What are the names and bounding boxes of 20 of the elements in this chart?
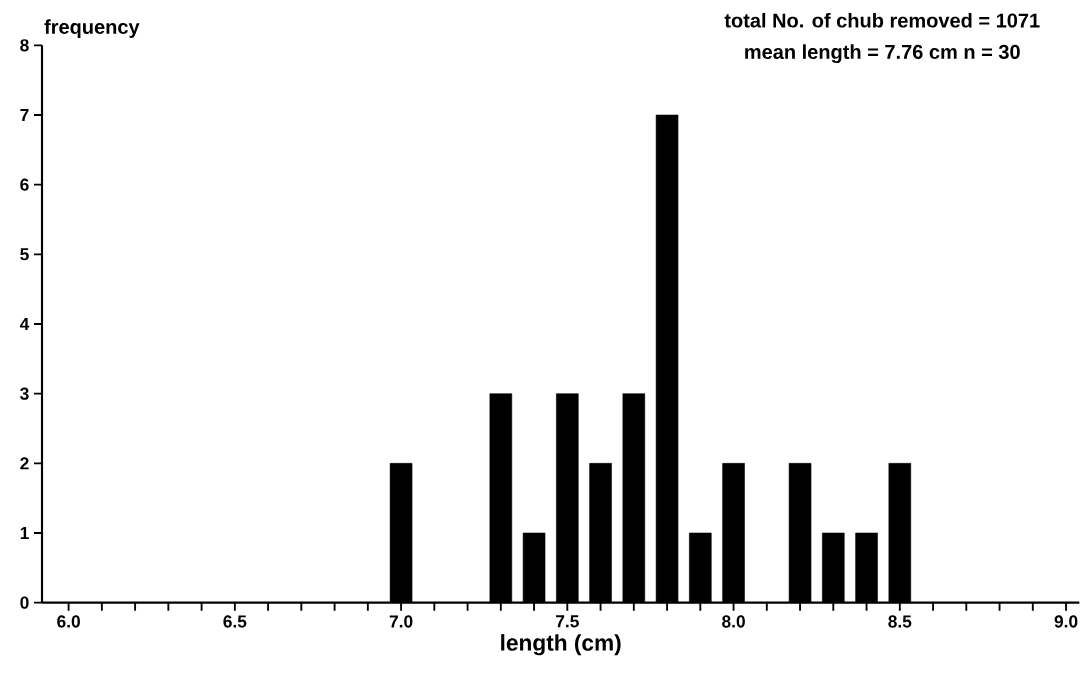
y-tick-label: 3 xyxy=(20,387,29,400)
y-tick-label: 5 xyxy=(20,248,29,261)
x-tick-label: 7.5 xyxy=(556,615,579,628)
y-tick-label: 4 xyxy=(19,318,30,330)
text: total No. of chub removed = 1071 xyxy=(724,12,1040,28)
y-axis-title: frequency xyxy=(44,19,140,38)
y-tick-label: 2 xyxy=(20,457,29,470)
y-tick-label: 7 xyxy=(20,109,29,121)
x-tick-label: 6.5 xyxy=(223,615,247,628)
x-tick-label: 8.0 xyxy=(722,615,745,628)
x-tick-label: 6.0 xyxy=(57,615,80,628)
y-tick-label: 1 xyxy=(20,527,29,539)
x-tick-label: 8.5 xyxy=(888,615,912,628)
y-tick-label: 8 xyxy=(20,39,29,52)
x-tick-label: 7.0 xyxy=(389,615,413,628)
y-tick-label: 0 xyxy=(20,596,29,609)
x-tick-label: 9.0 xyxy=(1054,615,1078,628)
y-tick-label: 6 xyxy=(20,178,29,191)
annotation: mean length = 7.76 cm n = 30 xyxy=(745,44,1020,64)
x-axis-title: length (cm) xyxy=(501,634,621,656)
